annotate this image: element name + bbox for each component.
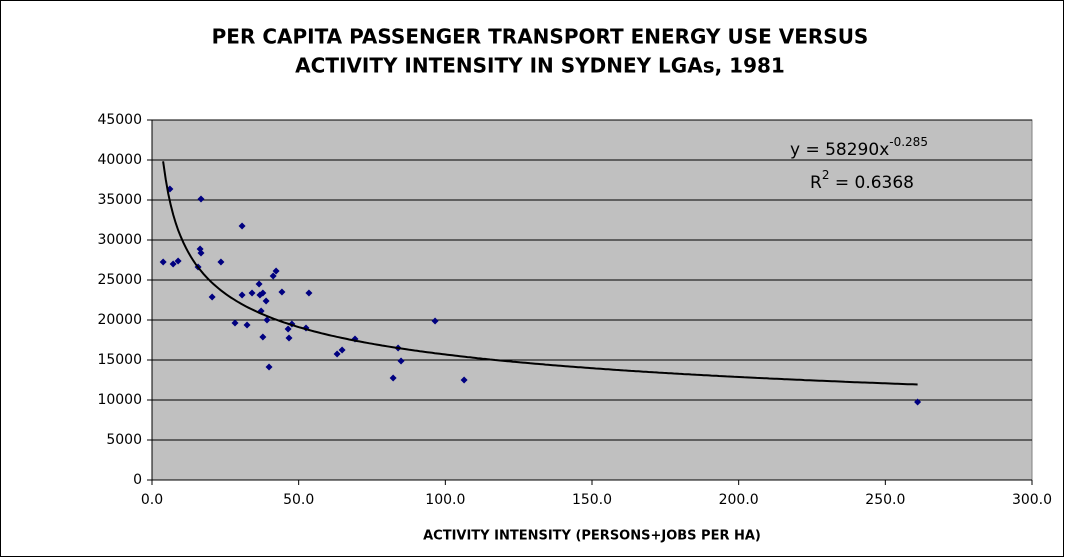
point: [208, 293, 216, 301]
y-tick-label: 5000: [106, 432, 142, 448]
point: [914, 398, 922, 406]
y-tick-label: 35000: [97, 192, 142, 208]
point: [197, 195, 205, 203]
chart-title: ACTIVITY INTENSITY IN SYDNEY LGAs, 1981: [295, 54, 785, 78]
point: [248, 289, 256, 297]
point: [243, 321, 251, 329]
r-squared-r: R: [810, 173, 822, 193]
point: [174, 257, 182, 265]
point: [284, 325, 292, 333]
point: [272, 267, 280, 275]
point: [265, 363, 273, 371]
x-tick-label: 200.0: [719, 492, 759, 508]
point: [278, 288, 286, 296]
point: [460, 376, 468, 384]
equation-exponent: -0.285: [889, 135, 928, 149]
x-tick-label: 250.0: [865, 492, 905, 508]
point: [217, 258, 225, 266]
equation-text: y = 58290x: [790, 140, 889, 160]
y-tick-label: 40000: [97, 152, 142, 168]
point: [269, 272, 277, 280]
trendline-equation: y = 58290x-0.285: [790, 135, 928, 161]
x-axis-label: ACTIVITY INTENSITY (PERSONS+JOBS PER HA): [423, 529, 761, 544]
point: [333, 350, 341, 358]
y-tick-label: 0: [133, 472, 142, 488]
r-squared-sup: 2: [822, 168, 830, 182]
x-tick-label: 100.0: [425, 492, 465, 508]
point: [305, 289, 313, 297]
point: [255, 280, 263, 288]
point: [238, 291, 246, 299]
y-tick-label: 30000: [97, 232, 142, 248]
point: [231, 319, 239, 327]
r-squared: R2 = 0.6368: [810, 168, 914, 194]
point: [263, 316, 271, 324]
point: [169, 260, 177, 268]
point: [238, 222, 246, 230]
point: [259, 289, 267, 297]
chart-title: PER CAPITA PASSENGER TRANSPORT ENERGY US…: [212, 25, 869, 49]
x-tick-label: 50.0: [283, 492, 314, 508]
point: [197, 249, 205, 257]
point: [338, 346, 346, 354]
r-squared-value: = 0.6368: [829, 173, 914, 193]
point: [389, 374, 397, 382]
plot-area: [151, 119, 1033, 481]
y-tick-label: 10000: [97, 392, 142, 408]
y-tick-label: 20000: [97, 312, 142, 328]
y-tick-label: 45000: [97, 112, 142, 128]
point: [397, 357, 405, 365]
point: [431, 317, 439, 325]
x-tick-label: 300.0: [1012, 492, 1052, 508]
x-tick-label: 0.0: [141, 492, 163, 508]
x-tick-label: 150.0: [572, 492, 612, 508]
point: [259, 333, 267, 341]
trendline: [162, 161, 918, 386]
y-tick-label: 15000: [97, 352, 142, 368]
point: [262, 297, 270, 305]
y-tick-label: 25000: [97, 272, 142, 288]
point: [285, 334, 293, 342]
point: [159, 258, 167, 266]
